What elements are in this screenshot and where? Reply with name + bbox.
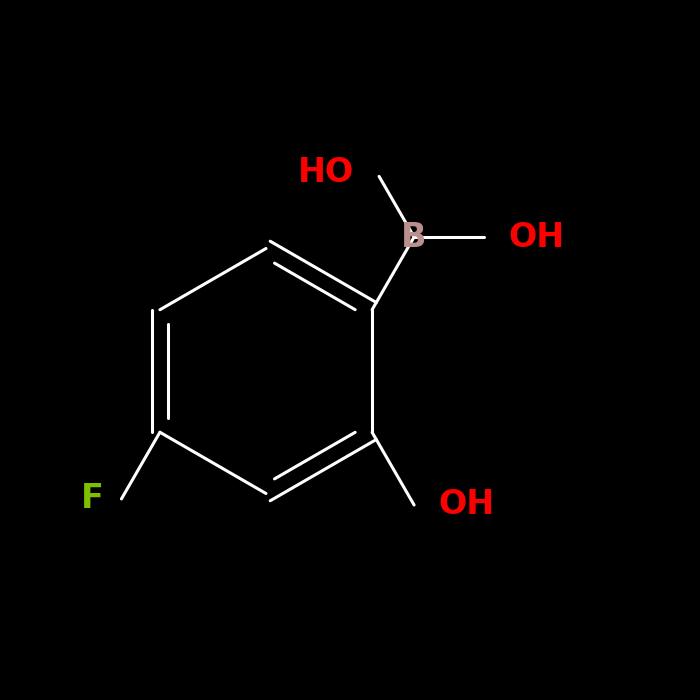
Text: HO: HO bbox=[298, 156, 355, 190]
Text: OH: OH bbox=[439, 489, 495, 522]
Text: F: F bbox=[81, 482, 104, 515]
Text: B: B bbox=[401, 220, 427, 253]
Text: OH: OH bbox=[509, 220, 565, 253]
